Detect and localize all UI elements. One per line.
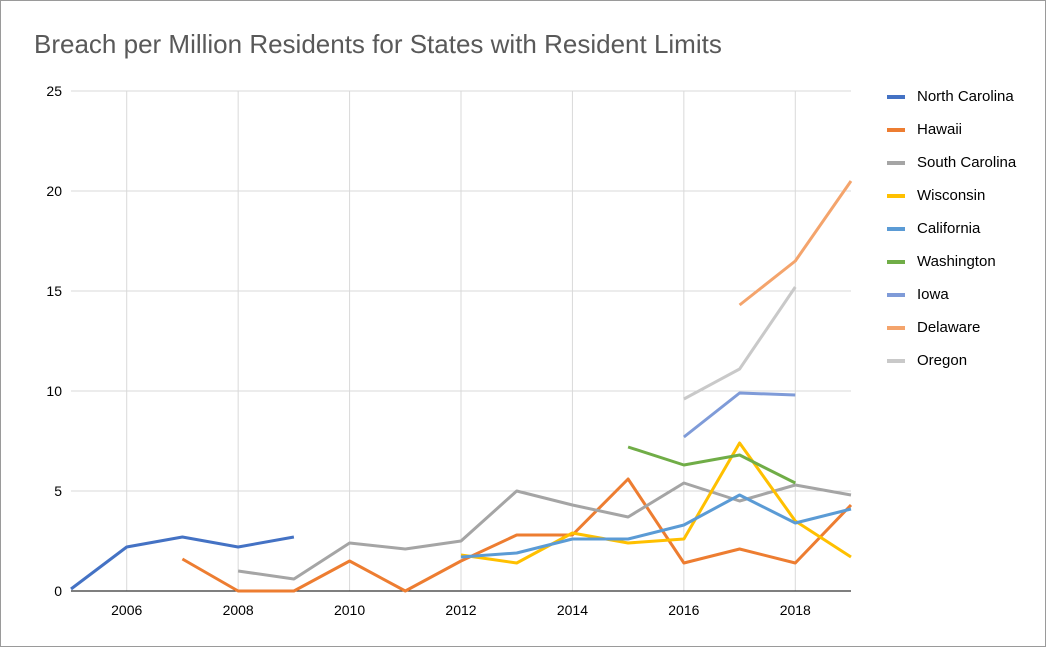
legend-swatch — [887, 259, 905, 264]
x-tick-label: 2012 — [445, 602, 476, 618]
legend-swatch — [887, 292, 905, 297]
series-line-wisconsin — [460, 441, 852, 565]
legend-label: Washington — [917, 253, 996, 270]
legend-item-california: California — [887, 212, 1016, 245]
x-tick-label: 2014 — [557, 602, 588, 618]
legend-label: North Carolina — [917, 88, 1014, 105]
series-line-hawaii — [181, 477, 853, 593]
chart-title: Breach per Million Residents for States … — [34, 29, 722, 59]
legend-item-wisconsin: Wisconsin — [887, 179, 1016, 212]
y-tick-label: 0 — [54, 583, 62, 599]
x-tick-label: 2016 — [668, 602, 699, 618]
legend-swatch — [887, 358, 905, 363]
series-line-oregon — [683, 286, 797, 401]
legend-item-south-carolina: South Carolina — [887, 146, 1016, 179]
legend-label: Delaware — [917, 319, 981, 336]
chart-legend: North Carolina Hawaii South Carolina Wiscon… — [887, 80, 1016, 377]
legend-swatch — [887, 94, 905, 99]
y-tick-label: 5 — [54, 483, 62, 499]
series-line-north-carolina — [70, 535, 295, 591]
y-tick-label: 25 — [46, 83, 62, 99]
legend-item-hawaii: Hawaii — [887, 113, 1016, 146]
series-line-south-carolina — [237, 481, 852, 581]
series-line-delaware — [738, 180, 853, 307]
legend-swatch — [887, 226, 905, 231]
legend-swatch — [887, 127, 905, 132]
series-line-iowa — [682, 391, 796, 439]
legend-swatch — [887, 193, 905, 198]
legend-label: Hawaii — [917, 121, 963, 138]
y-tick-label: 10 — [46, 383, 62, 399]
legend-item-washington: Washington — [887, 245, 1016, 278]
legend-item-oregon: Oregon — [887, 344, 1016, 377]
series-line-washington — [627, 445, 796, 485]
legend-swatch — [887, 325, 905, 330]
legend-label: Oregon — [917, 352, 968, 369]
y-tick-label: 20 — [46, 183, 62, 199]
legend-item-north-carolina: North Carolina — [887, 80, 1016, 113]
legend-swatch — [887, 160, 905, 165]
series-line-california — [460, 493, 852, 559]
legend-label: South Carolina — [917, 154, 1017, 171]
legend-label: Iowa — [917, 286, 949, 303]
x-tick-label: 2018 — [780, 602, 811, 618]
x-tick-label: 2008 — [223, 602, 254, 618]
y-tick-label: 15 — [46, 283, 62, 299]
legend-label: Wisconsin — [917, 187, 986, 204]
legend-label: California — [917, 220, 981, 237]
legend-item-iowa: Iowa — [887, 278, 1016, 311]
x-tick-label: 2010 — [334, 602, 365, 618]
x-tick-label: 2006 — [111, 602, 142, 618]
legend-item-delaware: Delaware — [887, 311, 1016, 344]
